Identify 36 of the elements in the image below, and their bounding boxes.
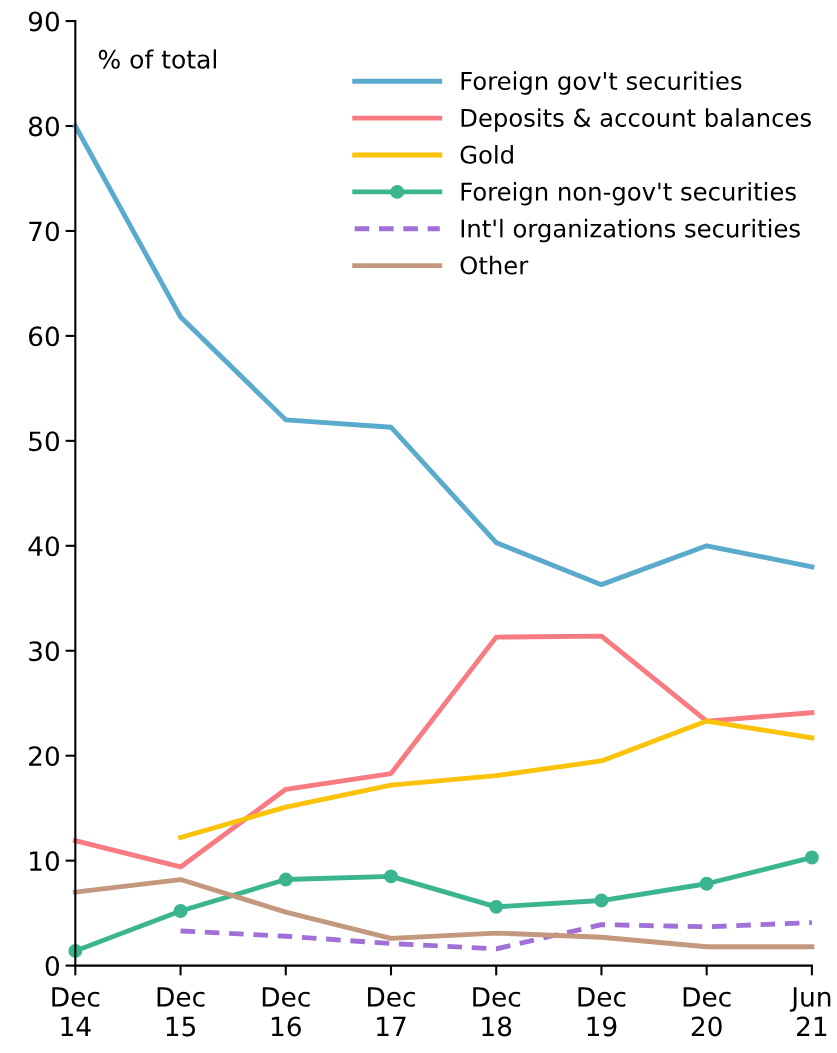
line-series <box>178 920 815 952</box>
x-tick-label: Dec 15 <box>157 987 205 1037</box>
y-tick-label: 0 <box>45 956 59 976</box>
y-tick-label: 20 <box>29 746 59 767</box>
line-series <box>178 718 815 840</box>
point <box>699 876 714 891</box>
y-tick-label: 10 <box>30 851 59 872</box>
y-tick-label: 70 <box>29 221 59 242</box>
x-tick-label: Dec 19 <box>578 987 626 1037</box>
point <box>278 872 293 887</box>
x-tick-label: Dec 20 <box>683 987 731 1037</box>
x-tick-label: Dec 16 <box>262 987 310 1037</box>
point <box>384 869 398 884</box>
point <box>594 893 609 908</box>
x-tick-label: Dec 14 <box>52 987 100 1037</box>
y-tick-label: 60 <box>29 326 59 347</box>
line-series <box>72 633 815 870</box>
legend-label: Foreign gov't securities <box>461 71 742 95</box>
point <box>489 899 504 914</box>
line-series <box>72 877 815 950</box>
legend-label: Int'l organizations securities <box>461 218 800 243</box>
point <box>804 850 819 865</box>
y-tick-label: 30 <box>29 641 59 662</box>
point <box>173 904 188 918</box>
legend-label: Gold <box>460 145 513 164</box>
y-tick-label: 90 <box>28 11 59 32</box>
y-tick-label: 50 <box>29 431 59 452</box>
legend-label: Other <box>460 255 529 275</box>
y-tick-label: 80 <box>28 116 59 137</box>
x-tick-label: Dec 18 <box>473 987 521 1037</box>
legend-label: Foreign non-gov't securities <box>461 181 796 206</box>
legend-label: Deposits & account balances <box>461 108 811 132</box>
y-tick-label: 40 <box>28 536 59 557</box>
x-tick-label: Dec 17 <box>368 987 415 1037</box>
y-axis-title: % of total <box>98 49 216 69</box>
x-tick-label: Jun 21 <box>789 987 831 1037</box>
